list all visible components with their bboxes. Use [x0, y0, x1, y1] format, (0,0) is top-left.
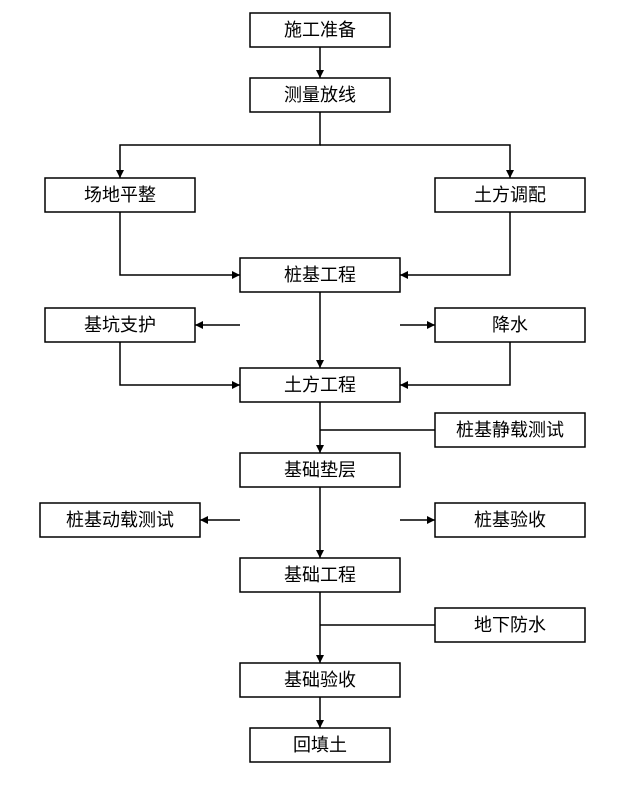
arrow-1 [116, 170, 124, 178]
node-label-n8: 土方工程 [284, 375, 356, 395]
node-label-n2: 测量放线 [284, 85, 356, 105]
node-n6: 基坑支护 [45, 308, 195, 342]
arrow-10 [316, 445, 324, 453]
node-label-n11: 桩基动载测试 [66, 510, 174, 530]
edge-8 [120, 342, 240, 385]
node-n5: 桩基工程 [240, 258, 400, 292]
node-label-n14: 地下防水 [474, 615, 546, 635]
node-label-n12: 桩基验收 [474, 510, 546, 530]
arrow-14 [427, 516, 435, 524]
arrow-5 [316, 360, 324, 368]
node-n15: 基础验收 [240, 663, 400, 697]
node-label-n15: 基础验收 [284, 670, 356, 690]
node-n13: 基础工程 [240, 558, 400, 592]
node-n3: 场地平整 [45, 178, 195, 212]
node-label-n16: 回填土 [293, 735, 347, 755]
arrow-3 [232, 271, 240, 279]
arrow-2 [506, 170, 514, 178]
edge-2 [320, 145, 510, 178]
node-n12: 桩基验收 [435, 503, 585, 537]
edge-1 [120, 112, 320, 178]
node-label-n5: 桩基工程 [284, 265, 356, 285]
edge-4 [400, 212, 510, 275]
node-label-n3: 场地平整 [84, 185, 156, 205]
node-n1: 施工准备 [250, 13, 390, 47]
node-n10: 基础垫层 [240, 453, 400, 487]
arrow-7 [427, 321, 435, 329]
arrow-0 [316, 70, 324, 78]
node-label-n6: 基坑支护 [84, 315, 156, 335]
arrow-15 [316, 655, 324, 663]
node-label-n1: 施工准备 [284, 20, 356, 40]
node-n14: 地下防水 [435, 608, 585, 642]
node-label-n13: 基础工程 [284, 565, 356, 585]
node-label-n4: 土方调配 [474, 185, 546, 205]
node-n4: 土方调配 [435, 178, 585, 212]
node-n7: 降水 [435, 308, 585, 342]
arrow-9 [400, 381, 408, 389]
node-n11: 桩基动载测试 [40, 503, 200, 537]
arrow-13 [200, 516, 208, 524]
arrow-8 [232, 381, 240, 389]
arrow-17 [316, 720, 324, 728]
edge-3 [120, 212, 240, 275]
node-n9: 桩基静载测试 [435, 413, 585, 447]
node-n2: 测量放线 [250, 78, 390, 112]
arrow-6 [195, 321, 203, 329]
node-label-n7: 降水 [492, 315, 528, 335]
node-label-n10: 基础垫层 [284, 460, 356, 480]
arrow-12 [316, 550, 324, 558]
node-label-n9: 桩基静载测试 [456, 420, 564, 440]
edge-9 [400, 342, 510, 385]
arrow-4 [400, 271, 408, 279]
node-n16: 回填土 [250, 728, 390, 762]
flowchart-canvas: 施工准备测量放线场地平整 土方调配桩基工程基坑支护 降水土方工程桩基静载测试基础垫层… [0, 0, 640, 800]
node-n8: 土方工程 [240, 368, 400, 402]
